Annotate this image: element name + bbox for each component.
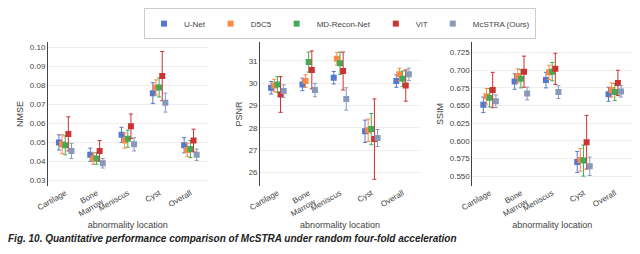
- svg-text:abnormality location: abnormality location: [300, 220, 380, 230]
- svg-text:McSTRA (Ours): McSTRA (Ours): [473, 20, 530, 29]
- svg-text:MD-Recon-Net: MD-Recon-Net: [317, 20, 371, 29]
- svg-text:D5C5: D5C5: [251, 20, 272, 29]
- svg-text:Cyst: Cyst: [356, 188, 375, 204]
- svg-text:NMSE: NMSE: [15, 101, 25, 127]
- svg-text:30: 30: [249, 79, 258, 88]
- svg-text:0.07: 0.07: [30, 100, 46, 109]
- svg-text:0.700: 0.700: [450, 66, 471, 75]
- svg-text:Fig. 10. Quantitative performa: Fig. 10. Quantitative performance compar…: [8, 233, 457, 244]
- svg-text:0.575: 0.575: [450, 154, 471, 163]
- svg-text:Cartilage: Cartilage: [36, 188, 69, 212]
- svg-text:27: 27: [249, 146, 258, 155]
- svg-text:U-Net: U-Net: [184, 20, 206, 29]
- svg-text:0.600: 0.600: [450, 137, 471, 146]
- svg-text:Cartilage: Cartilage: [460, 188, 493, 212]
- svg-text:0.06: 0.06: [30, 119, 46, 128]
- svg-text:0.550: 0.550: [450, 172, 471, 181]
- svg-text:26: 26: [249, 168, 258, 177]
- svg-text:Cyst: Cyst: [568, 188, 587, 204]
- svg-text:0.08: 0.08: [30, 81, 46, 90]
- svg-text:Overall: Overall: [167, 188, 194, 209]
- svg-text:0.03: 0.03: [30, 176, 46, 185]
- svg-text:abnormality location: abnormality location: [88, 220, 168, 230]
- svg-text:abnormality location: abnormality location: [512, 220, 592, 230]
- svg-text:0.675: 0.675: [450, 84, 471, 93]
- svg-text:0.04: 0.04: [30, 157, 46, 166]
- svg-text:BoneMarrow: BoneMarrow: [72, 188, 105, 218]
- svg-text:28: 28: [249, 124, 258, 133]
- svg-text:0.725: 0.725: [450, 48, 471, 57]
- svg-text:ViT: ViT: [416, 20, 428, 29]
- svg-text:Cyst: Cyst: [144, 188, 163, 204]
- svg-text:29: 29: [249, 101, 258, 110]
- svg-text:PSNR: PSNR: [234, 101, 244, 127]
- svg-text:Overall: Overall: [591, 188, 618, 209]
- svg-text:Meniscus: Meniscus: [97, 188, 131, 213]
- svg-text:0.05: 0.05: [30, 138, 46, 147]
- svg-text:Meniscus: Meniscus: [521, 188, 555, 213]
- svg-text:Meniscus: Meniscus: [309, 188, 343, 213]
- svg-text:SSIM: SSIM: [435, 103, 445, 125]
- svg-text:0.10: 0.10: [30, 43, 46, 52]
- svg-text:Cartilage: Cartilage: [248, 188, 281, 212]
- svg-text:0.625: 0.625: [450, 119, 471, 128]
- svg-text:0.09: 0.09: [30, 62, 46, 71]
- svg-text:31: 31: [249, 57, 258, 66]
- svg-text:0.650: 0.650: [450, 101, 471, 110]
- svg-text:BoneMarrow: BoneMarrow: [284, 188, 317, 218]
- svg-text:Overall: Overall: [379, 188, 406, 209]
- svg-text:BoneMarrow: BoneMarrow: [496, 188, 529, 218]
